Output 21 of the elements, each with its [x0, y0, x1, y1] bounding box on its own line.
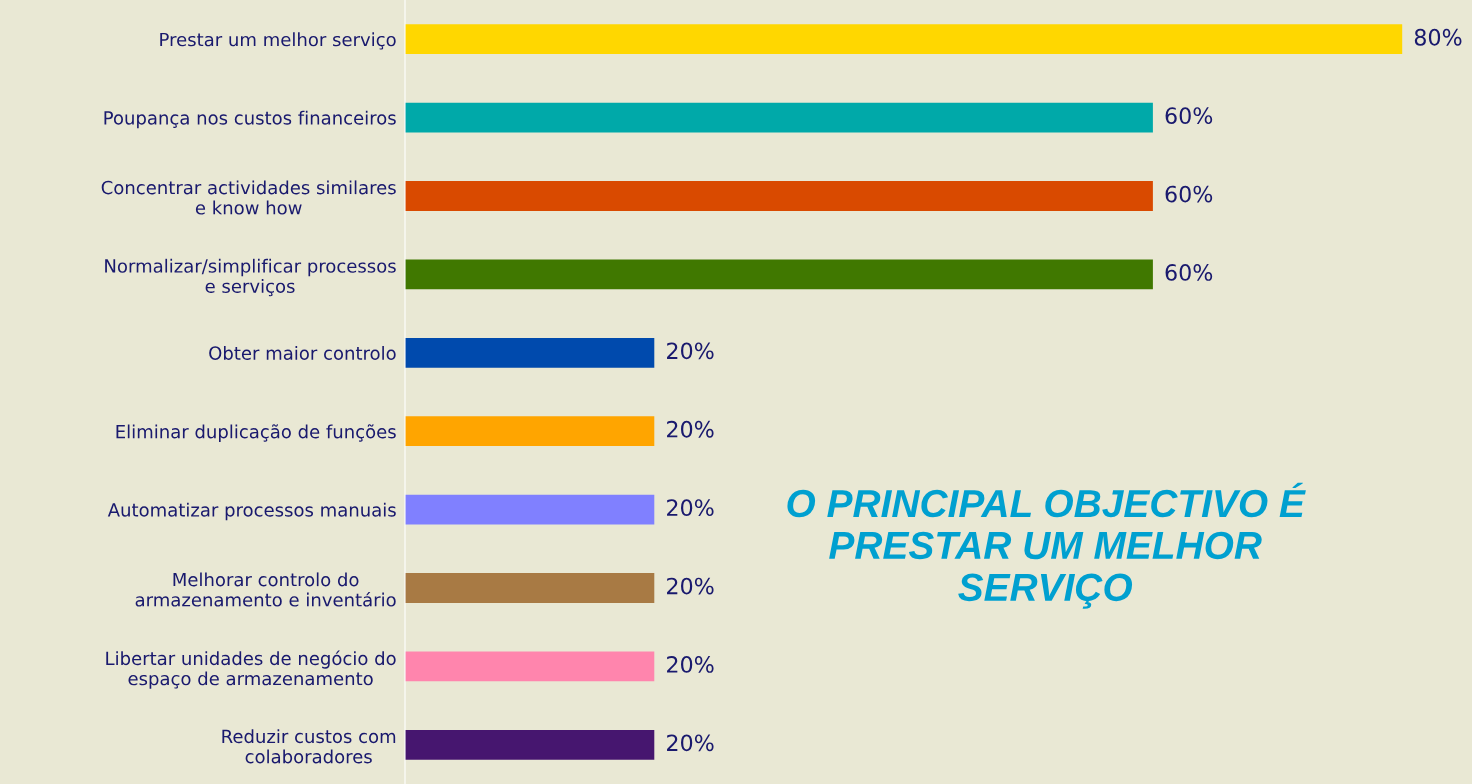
- data-label: 60%: [1165, 107, 1213, 125]
- data-label: 20%: [667, 577, 714, 595]
- data-label: 20%: [667, 342, 714, 360]
- y-tick-label: Eliminar duplicação de funções: [116, 424, 396, 442]
- y-tick-label: Concentrar actividades similares e know how: [101, 180, 396, 215]
- y-tick-label: Poupança nos custos financeiros: [104, 110, 396, 129]
- y-tick-label: Automatizar processos manuais: [107, 502, 396, 521]
- y-tick-label: Reduzir custos com colaboradores: [222, 729, 396, 764]
- data-label: 60%: [1165, 185, 1213, 203]
- y-tick-label: Obter maior controlo: [209, 345, 396, 360]
- data-label: 20%: [667, 656, 714, 673]
- y-tick-label: Melhorar controlo do armazenamento e inventário: [135, 572, 396, 607]
- annotation: O PRINCIPAL OBJECTIVO É PRESTAR UM MELHOR SERVIÇO: [787, 482, 1306, 609]
- data-label: 60%: [1165, 264, 1213, 281]
- data-label: 20%: [667, 499, 714, 517]
- data-label: 20%: [667, 734, 714, 752]
- y-tick-label: Libertar unidades de negócio do espaço de armazenamento: [106, 650, 396, 689]
- y-tick-label: Normalizar/simplificar processos e serviços: [105, 258, 396, 297]
- y-tick-label: Prestar um melhor serviço: [160, 32, 396, 50]
- data-label: 80%: [1414, 28, 1462, 46]
- data-label: 20%: [667, 420, 714, 438]
